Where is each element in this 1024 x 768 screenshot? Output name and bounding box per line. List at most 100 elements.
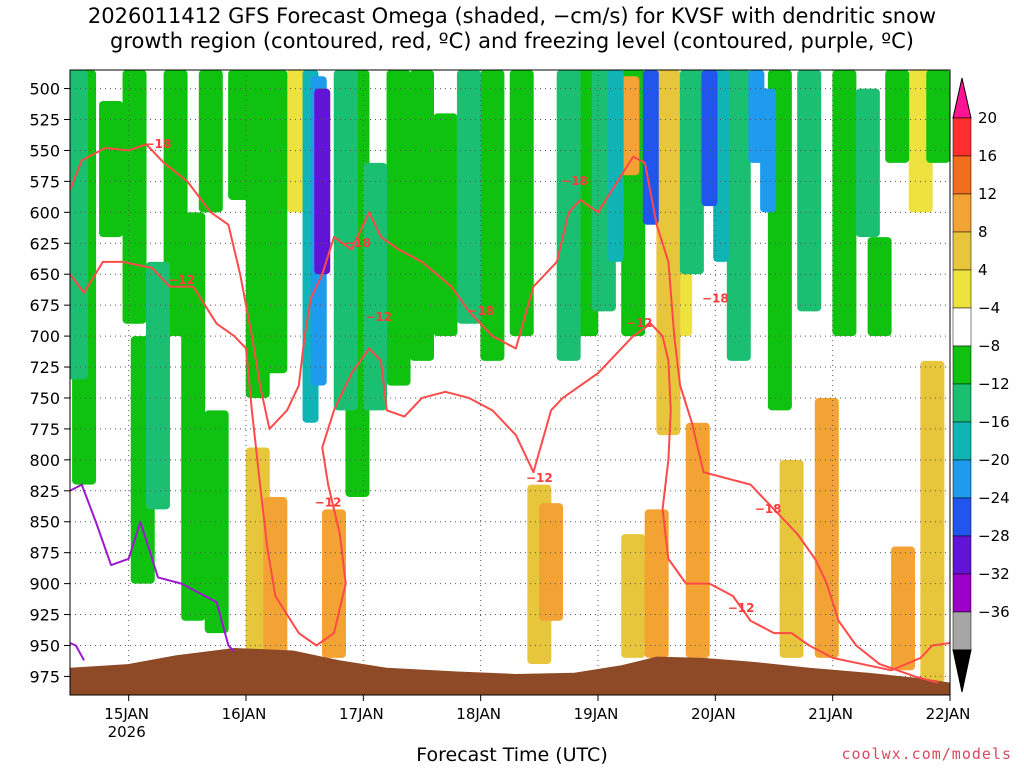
colorbar-swatch bbox=[952, 459, 972, 499]
x-axis-label: Forecast Time (UTC) bbox=[416, 744, 608, 766]
y-tick-label: 725 bbox=[29, 358, 60, 377]
y-tick-label: 850 bbox=[29, 513, 60, 532]
colorbar-label: −28 bbox=[978, 527, 1010, 545]
colorbar-swatch bbox=[952, 611, 972, 651]
plot-frame bbox=[69, 69, 951, 696]
contour-label: −18 bbox=[344, 236, 371, 250]
omega-column bbox=[701, 70, 718, 207]
colorbar-label: 4 bbox=[978, 261, 988, 279]
colorbar-bottom-arrow bbox=[952, 649, 972, 693]
dgz-minus18-contour bbox=[70, 143, 939, 684]
omega-column bbox=[760, 88, 777, 213]
y-tick-label: 950 bbox=[29, 636, 60, 655]
omega-column bbox=[685, 422, 710, 658]
colorbar-swatch bbox=[952, 307, 972, 347]
x-tick-label: 22JAN bbox=[926, 705, 971, 723]
omega-column bbox=[204, 410, 229, 634]
omega-column bbox=[322, 509, 346, 658]
contour-label: −12 bbox=[626, 316, 653, 330]
y-tick-label: 600 bbox=[29, 203, 60, 222]
y-tick-label: 675 bbox=[29, 296, 60, 315]
terrain bbox=[70, 647, 950, 695]
contour-label: −18 bbox=[702, 291, 729, 305]
omega-column bbox=[920, 360, 945, 683]
omega-column bbox=[386, 70, 411, 386]
colorbar-label: −32 bbox=[978, 565, 1010, 583]
contour-label: −12 bbox=[168, 273, 195, 287]
omega-column bbox=[314, 88, 331, 275]
x-tick-label: 20JAN bbox=[691, 705, 736, 723]
colorbar-swatch bbox=[952, 573, 972, 613]
y-tick-label: 975 bbox=[29, 667, 60, 686]
contour-label: −12 bbox=[365, 310, 392, 324]
contour-lines: −18 −18 −18 −18 −18 −18 −12 −12 −12 −12 −12 −12 bbox=[70, 137, 950, 684]
omega-column bbox=[926, 70, 950, 163]
x-tick-label: 15JAN bbox=[104, 705, 149, 723]
colorbar: 20 16 12 8 4 −4 −8 −12 −16 −20 −24 −28 −32 −36 bbox=[952, 77, 1010, 693]
y-tick-label: 650 bbox=[29, 265, 60, 284]
contour-label: −12 bbox=[728, 601, 755, 615]
omega-column bbox=[410, 70, 434, 361]
contour-label: −18 bbox=[755, 502, 782, 516]
contour-label: −18 bbox=[561, 174, 588, 188]
omega-column bbox=[480, 70, 505, 361]
y-tick-label: 700 bbox=[29, 327, 60, 346]
omega-column bbox=[644, 509, 669, 658]
x-tick-label: 16JAN bbox=[222, 705, 267, 723]
omega-column bbox=[198, 70, 223, 213]
colorbar-label: −12 bbox=[978, 375, 1010, 393]
omega-column bbox=[363, 162, 388, 411]
y-tick-label: 925 bbox=[29, 606, 60, 625]
omega-column bbox=[855, 88, 880, 238]
omega-column bbox=[726, 70, 751, 361]
omega-column bbox=[263, 70, 288, 374]
colorbar-label: −16 bbox=[978, 413, 1010, 431]
omega-column bbox=[679, 70, 704, 275]
omega-column bbox=[814, 397, 839, 658]
x-tick-sublabel: 2026 bbox=[108, 723, 146, 741]
omega-column bbox=[797, 70, 822, 312]
omega-column bbox=[263, 496, 288, 658]
colorbar-label: 20 bbox=[978, 109, 997, 127]
omega-column bbox=[70, 70, 88, 380]
colorbar-top-arrow bbox=[952, 77, 972, 119]
colorbar-swatch bbox=[952, 117, 972, 157]
colorbar-label: −4 bbox=[978, 299, 1000, 317]
omega-column bbox=[333, 70, 358, 411]
chart-title-line1: 2026011412 GFS Forecast Omega (shaded, −… bbox=[87, 4, 937, 28]
y-tick-label: 750 bbox=[29, 389, 60, 408]
x-tick-label: 19JAN bbox=[574, 705, 619, 723]
colorbar-swatch bbox=[952, 421, 972, 461]
y-axis: 500 525 550 575 600 625 650 675 700 725 750 775 800 8… bbox=[29, 80, 70, 686]
x-tick-label: 18JAN bbox=[456, 705, 501, 723]
colorbar-swatch bbox=[952, 345, 972, 385]
x-tick-label: 17JAN bbox=[339, 705, 384, 723]
colorbar-label: 12 bbox=[978, 185, 997, 203]
credit-text: coolwx.com/models bbox=[841, 745, 1012, 763]
omega-column bbox=[99, 100, 124, 238]
colorbar-swatch bbox=[952, 497, 972, 537]
y-tick-label: 900 bbox=[29, 575, 60, 594]
contour-label: −12 bbox=[526, 471, 553, 485]
omega-column bbox=[146, 261, 170, 510]
colorbar-label: −8 bbox=[978, 337, 1000, 355]
y-tick-label: 625 bbox=[29, 234, 60, 253]
chart-title: 2026011412 GFS Forecast Omega (shaded, −… bbox=[0, 4, 1024, 54]
chart-title-line2: growth region (contoured, red, ºC) and f… bbox=[110, 29, 914, 53]
grid-lines bbox=[70, 70, 950, 695]
colorbar-swatch bbox=[952, 193, 972, 233]
y-tick-label: 525 bbox=[29, 111, 60, 130]
y-tick-label: 500 bbox=[29, 80, 60, 99]
dgz-minus12-contour bbox=[70, 260, 950, 672]
omega-column bbox=[456, 70, 481, 324]
omega-column bbox=[621, 534, 646, 658]
y-tick-label: 800 bbox=[29, 451, 60, 470]
omega-column bbox=[891, 546, 916, 671]
omega-column bbox=[885, 70, 910, 163]
freezing-level-contour-left bbox=[70, 642, 85, 661]
colorbar-swatch bbox=[952, 269, 972, 309]
colorbar-swatch bbox=[952, 155, 972, 195]
colorbar-label: −36 bbox=[978, 603, 1010, 621]
